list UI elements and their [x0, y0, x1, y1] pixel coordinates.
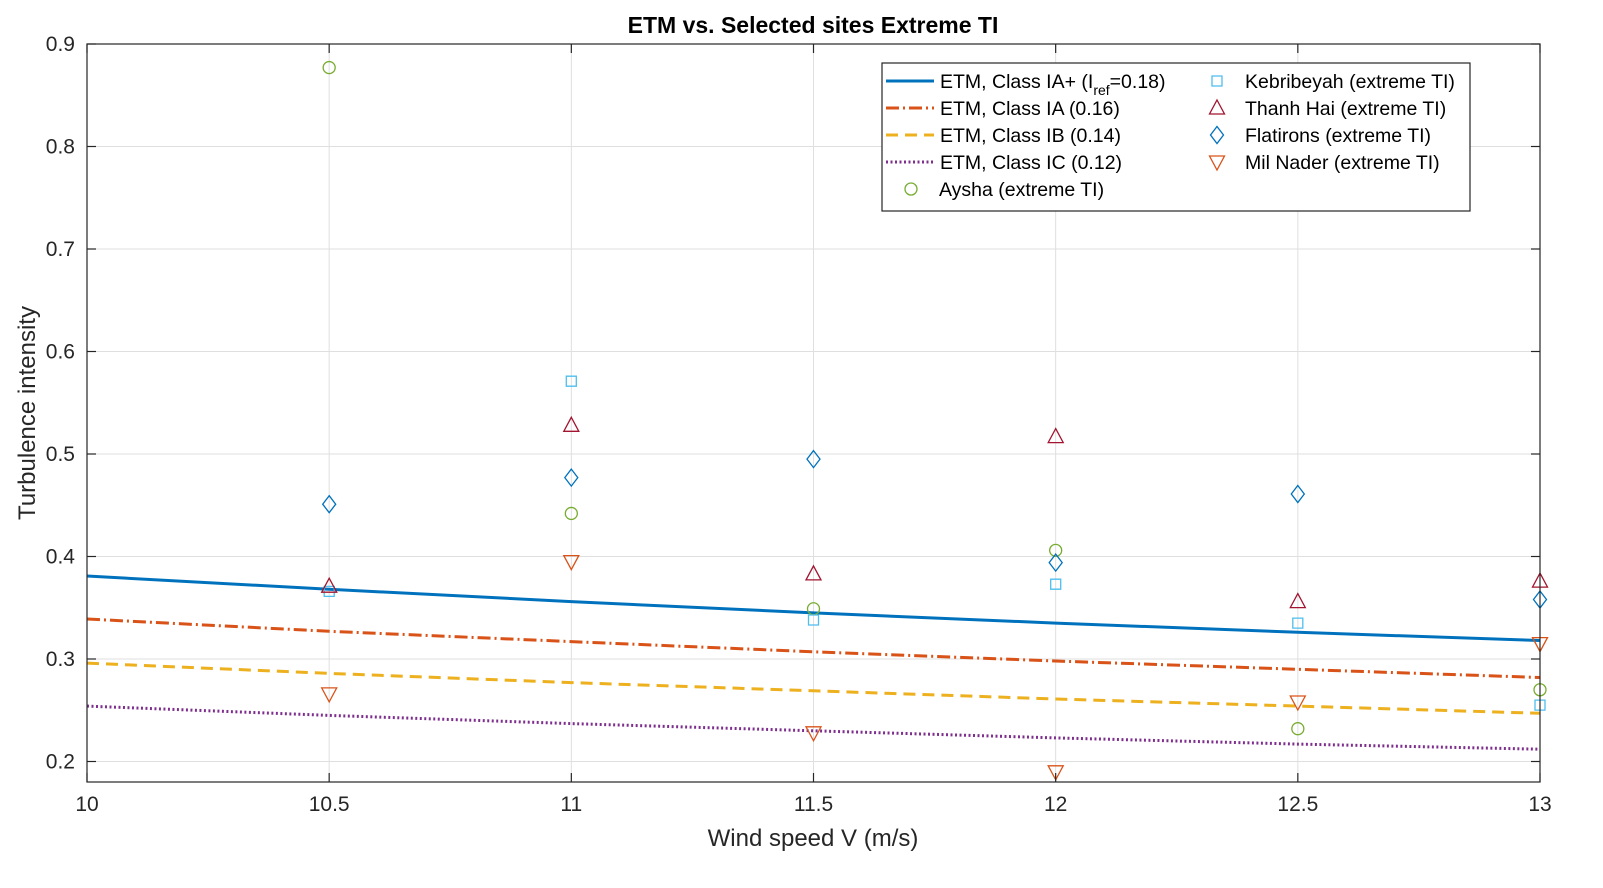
axis-ticks: 10 10.5 11 11.5 12 12.5 13 0.2 0.3 0.4 0.5 0.6 0.7 0.…: [46, 33, 1552, 816]
legend-label: Flatirons (extreme TI): [1245, 125, 1431, 147]
site-point-3: [1048, 553, 1064, 573]
x-tick-label: 11: [560, 793, 582, 816]
x-tick-label: 12: [1044, 793, 1067, 816]
legend: ETM, Class IA+ (Iref=0.18)ETM, Class IA …: [881, 62, 1471, 212]
site-point-1: [565, 375, 577, 387]
site-point-2: [320, 576, 338, 593]
site-point-2: [1289, 592, 1307, 609]
site-point-3: [806, 449, 821, 469]
site-point-4: [1289, 695, 1307, 712]
site-point-1: [1050, 578, 1062, 590]
y-tick-label: 0.2: [46, 751, 75, 774]
etm-line-1: [86, 617, 1541, 679]
y-tick-label: 0.4: [46, 546, 76, 569]
x-axis-title: Wind speed V (m/s): [708, 825, 919, 852]
site-point-4: [1047, 765, 1065, 782]
legend-box: [881, 62, 1471, 212]
etm-line-2: [86, 661, 1541, 715]
legend-label: ETM, Class IA (0.16): [940, 98, 1120, 120]
site-point-3: [321, 494, 337, 514]
legend-marker-swatch: [1211, 75, 1223, 87]
x-tick-label: 10.5: [309, 793, 350, 816]
legend-label: ETM, Class IA+ (Iref=0.18): [940, 71, 1166, 98]
chart-title: ETM vs. Selected sites Extreme TI: [628, 12, 999, 38]
site-point-2: [562, 415, 580, 432]
x-tick-label: 12.5: [1277, 793, 1318, 816]
site-point-2: [804, 564, 823, 581]
site-point-1: [323, 585, 335, 598]
etm-line-3: [86, 704, 1541, 751]
x-tick-label: 13: [1528, 793, 1551, 816]
site-point-0: [322, 60, 336, 75]
site-point-1: [1292, 617, 1304, 629]
legend-marker-swatch: [1208, 98, 1226, 115]
site-point-1: [1534, 699, 1546, 711]
y-tick-label: 0.7: [46, 238, 75, 261]
y-axis-title: Turbulence intensity: [14, 306, 41, 520]
site-point-4: [320, 687, 338, 704]
legend-label: Mil Nader (extreme TI): [1245, 152, 1440, 174]
y-tick-label: 0.9: [46, 33, 75, 56]
x-tick-label: 10: [75, 793, 98, 816]
legend-marker-swatch: [1209, 125, 1225, 145]
y-tick-label: 0.5: [46, 443, 75, 466]
legend-label: Kebribeyah (extreme TI): [1245, 71, 1455, 93]
site-point-3: [1290, 484, 1306, 504]
site-markers: [320, 60, 1549, 782]
site-point-0: [564, 506, 578, 521]
y-tick-label: 0.8: [46, 136, 75, 159]
site-point-2: [1047, 427, 1065, 444]
site-point-3: [563, 468, 579, 488]
legend-label: ETM, Class IC (0.12): [940, 152, 1122, 174]
site-point-4: [562, 554, 580, 571]
y-tick-label: 0.6: [46, 341, 75, 364]
site-point-4: [804, 726, 823, 743]
site-point-1: [807, 614, 820, 626]
legend-marker-swatch: [904, 182, 918, 196]
etm-line-0: [86, 574, 1541, 642]
x-tick-label: 11.5: [794, 793, 833, 816]
legend-marker-swatch: [1208, 155, 1226, 172]
etm-lines: [86, 574, 1541, 751]
legend-label: ETM, Class IB (0.14): [940, 125, 1121, 147]
legend-label: Thanh Hai (extreme TI): [1245, 98, 1446, 120]
y-tick-label: 0.3: [46, 648, 75, 671]
site-point-0: [1291, 722, 1305, 736]
site-point-0: [1049, 543, 1063, 557]
legend-label: Aysha (extreme TI): [939, 179, 1104, 201]
